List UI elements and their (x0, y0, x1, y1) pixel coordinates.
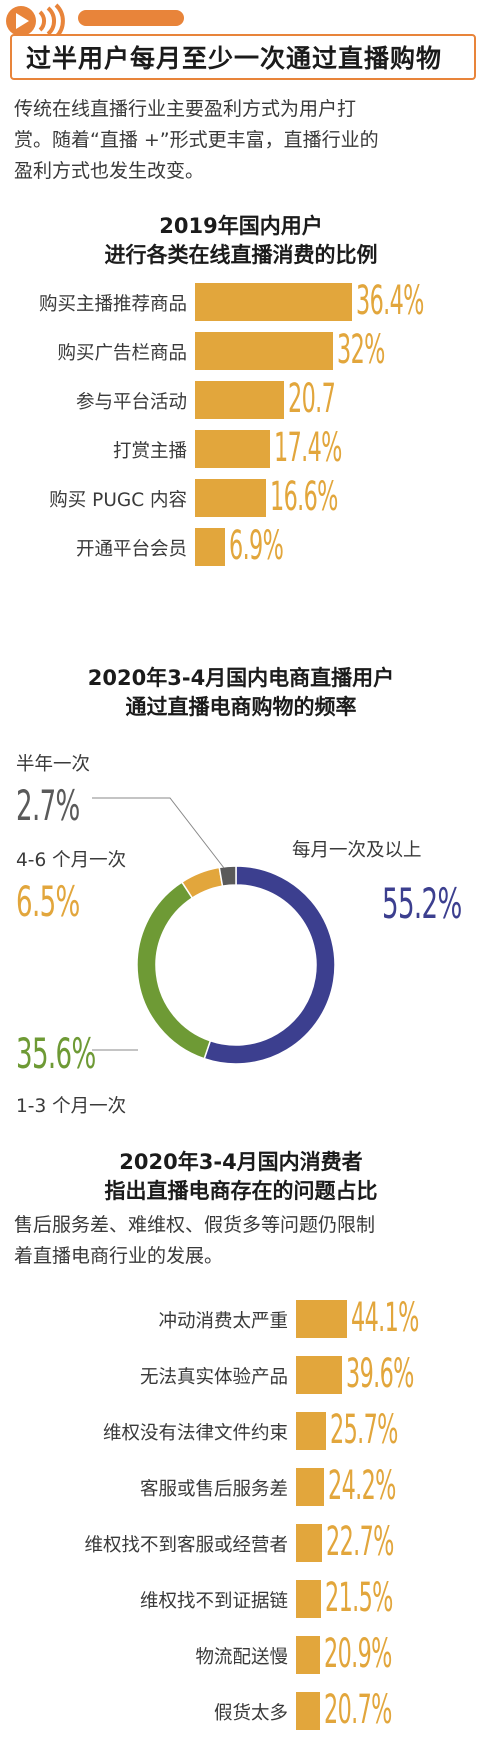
intro-line: 盈利方式也发生改变。 (14, 160, 205, 182)
bar (296, 1636, 321, 1674)
bar-value-label: 22.7% (326, 1519, 394, 1565)
bar-label: 冲动消费太严重 (158, 1311, 288, 1332)
donut-label-half-year: 半年一次 (16, 754, 91, 775)
bar-value-label: 32% (336, 327, 385, 373)
bar-label: 购买主播推荐商品 (38, 294, 187, 315)
leader-line (92, 797, 225, 869)
bar-value-label: 24.2% (327, 1463, 396, 1509)
chart2-title-line: 通过直播电商购物的频率 (125, 695, 357, 719)
header-stripe (78, 10, 184, 26)
bar-value-label: 21.5% (324, 1575, 393, 1621)
bar (296, 1356, 342, 1394)
title-box: 过半用户每月至少一次通过直播购物 (10, 34, 476, 80)
intro-line: 赏。随着“直播 +”形式更丰富，直播行业的 (14, 129, 379, 151)
chart2-title: 2020年3-4月国内电商直播用户 通过直播电商购物的频率 (0, 664, 482, 722)
bar-value-label: 39.6% (345, 1351, 414, 1397)
bar (296, 1524, 323, 1562)
donut-label-4-6-months: 4-6 个月一次 (16, 850, 127, 871)
chart3-note: 售后服务差、难维权、假货多等问题仍限制 着直播电商行业的发展。 (14, 1210, 472, 1272)
chart1-title-line: 2019年国内用户 (159, 214, 323, 238)
bar-label: 维权找不到客服或经营者 (84, 1535, 288, 1556)
bar-label: 购买广告栏商品 (57, 343, 187, 364)
bar (195, 430, 270, 468)
bar (296, 1468, 324, 1506)
donut-value-4-6-months: 6.5% (16, 877, 80, 926)
donut-value-monthly: 55.2% (382, 879, 462, 928)
chart3-title-line: 指出直播电商存在的问题占比 (104, 1179, 378, 1203)
bar-label: 客服或售后服务差 (139, 1479, 288, 1500)
bar (296, 1412, 326, 1450)
donut-label-1-3-months: 1-3 个月一次 (16, 1096, 127, 1117)
intro-line: 传统在线直播行业主要盈利方式为用户打 (14, 98, 357, 120)
bar-label: 参与平台活动 (75, 392, 187, 413)
chart2-title-line: 2020年3-4月国内电商直播用户 (87, 666, 395, 690)
bar-label: 打赏主播 (112, 441, 187, 462)
bar (195, 332, 333, 370)
donut-slice (203, 865, 336, 1065)
bar (195, 528, 225, 566)
bar-label: 物流配送慢 (195, 1647, 288, 1668)
page-title: 过半用户每月至少一次通过直播购物 (26, 44, 443, 73)
bar-value-label: 44.1% (350, 1295, 419, 1341)
chart1-title-line: 进行各类在线直播消费的比例 (104, 243, 378, 267)
chart3-note-line: 售后服务差、难维权、假货多等问题仍限制 (14, 1214, 376, 1236)
chart3-title-line: 2020年3-4月国内消费者 (119, 1150, 363, 1174)
chart1-title: 2019年国内用户 进行各类在线直播消费的比例 (0, 212, 482, 270)
donut-slice (136, 881, 212, 1060)
bar (195, 479, 267, 517)
bar (296, 1580, 321, 1618)
bar-label: 维权没有法律文件约束 (102, 1423, 288, 1444)
bar-label: 开通平台会员 (75, 539, 187, 560)
chart3-note-line: 着直播电商行业的发展。 (14, 1245, 224, 1267)
bar-value-label: 20.7% (323, 1687, 392, 1733)
intro-paragraph: 传统在线直播行业主要盈利方式为用户打 赏。随着“直播 +”形式更丰富，直播行业的… (14, 94, 472, 187)
bar-value-label: 16.6% (270, 474, 339, 520)
donut-label-monthly: 每月一次及以上 (292, 840, 422, 861)
bar-label: 维权找不到证据链 (139, 1591, 288, 1612)
bar (195, 381, 284, 419)
donut-value-half-year: 2.7% (16, 781, 80, 830)
bar-value-label: 25.7% (329, 1407, 398, 1453)
bar-label: 购买 PUGC 内容 (49, 490, 187, 511)
bar-label: 无法真实体验产品 (139, 1367, 288, 1388)
bar-value-label: 6.9% (228, 523, 284, 569)
bar-value-label: 20.7 (288, 376, 336, 422)
chart3-title: 2020年3-4月国内消费者 指出直播电商存在的问题占比 (0, 1148, 482, 1206)
bar (296, 1692, 320, 1730)
bar-value-label: 20.9% (324, 1631, 392, 1677)
bar-value-label: 36.4% (355, 278, 424, 324)
donut-slice (218, 865, 237, 888)
bar (296, 1300, 347, 1338)
bar-value-label: 17.4% (273, 425, 342, 471)
donut-value-1-3-months: 35.6% (16, 1029, 96, 1078)
bar (195, 283, 352, 321)
bar-label: 假货太多 (213, 1703, 288, 1724)
